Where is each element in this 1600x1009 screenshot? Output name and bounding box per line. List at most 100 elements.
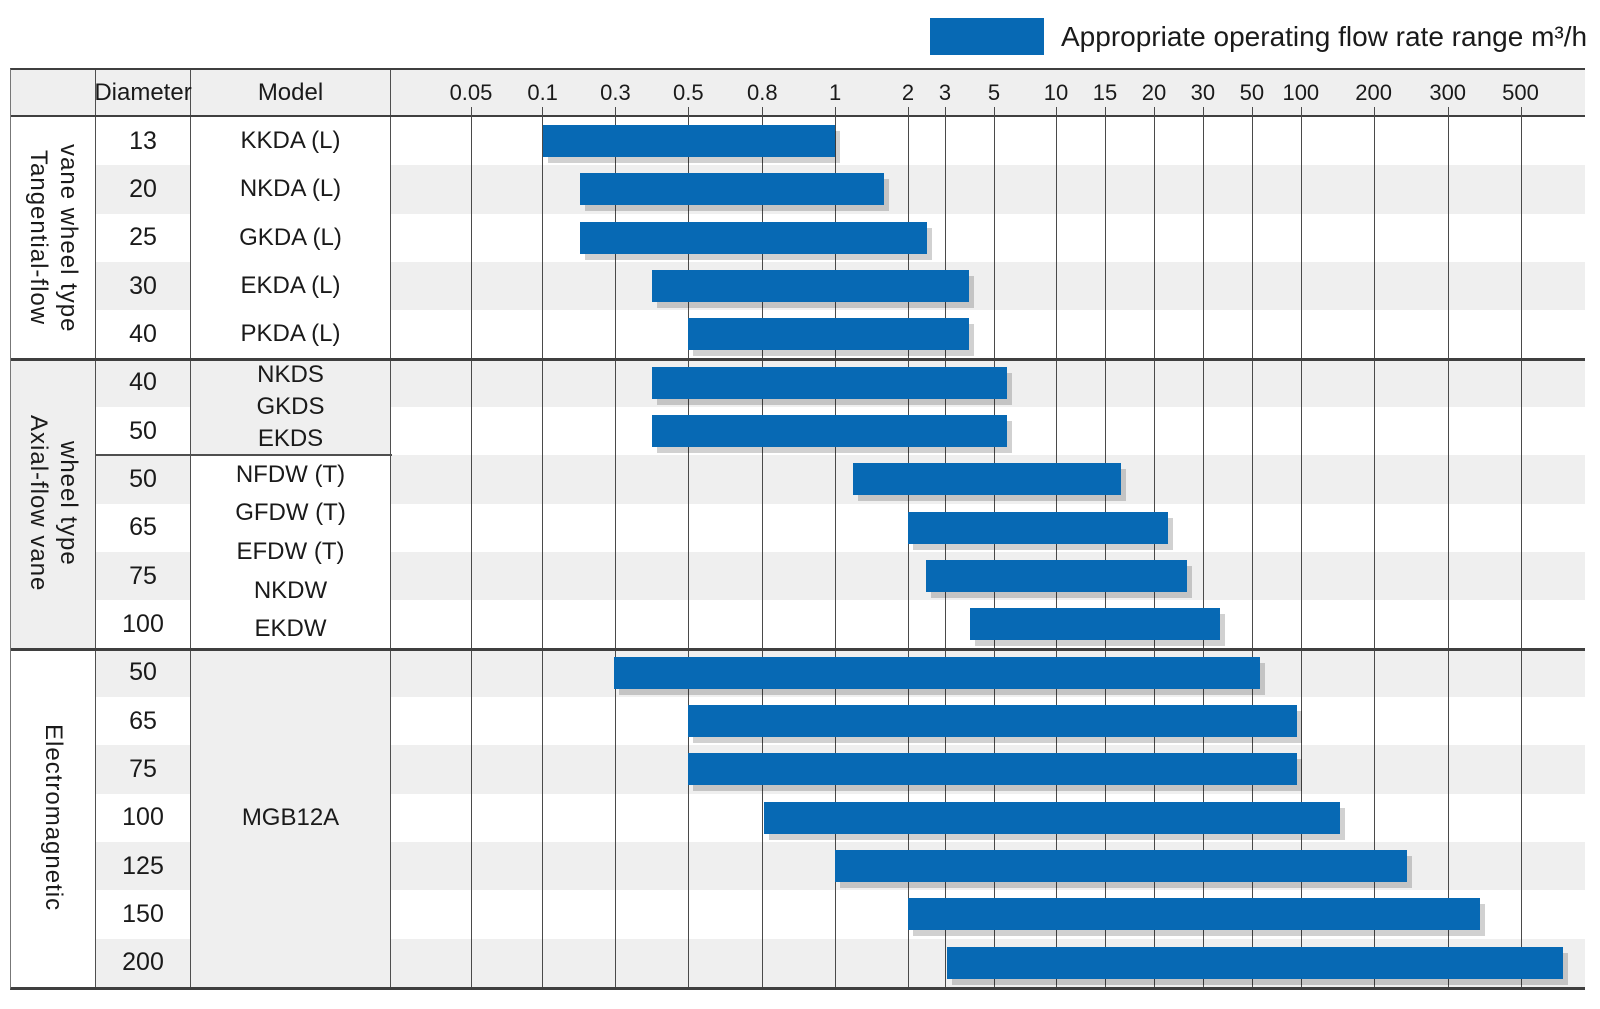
axis-tick-label: 0.3 (600, 79, 631, 105)
row-strip (391, 358, 1585, 407)
group-separator (11, 647, 1585, 651)
diameter-column: 40 50 (96, 358, 191, 456)
model-label: GFDW (T) (235, 499, 346, 527)
diameter-column: 13 20 25 30 40 (96, 117, 191, 359)
diameter-cell: 13 (129, 126, 157, 155)
group-blocks: 40 50 NKDS GKDS EKDS 50 65 75 100 NFDW (T) GFDW (T… (96, 358, 1585, 649)
group-label-cell: Tangential-flow vane wheel type (11, 117, 96, 359)
row-strip (391, 697, 1585, 745)
row-strip (391, 551, 1585, 601)
model-block: 13 20 25 30 40 KKDA (L) NKDA (L) GKDA (L) EKDA (… (96, 117, 1585, 359)
row-strip (391, 407, 1585, 455)
group-label: Tangential-flow vane wheel type (23, 144, 83, 332)
flow-range-bar (763, 801, 1341, 834)
axis-tick-label: 1 (829, 79, 842, 105)
axis-tick-label: 0.05 (449, 79, 493, 105)
plot-rows (391, 358, 1585, 456)
diameter-cell: 20 (96, 165, 190, 214)
row-strip (391, 117, 1585, 165)
group-label-line: vane wheel type (55, 143, 82, 333)
plot-rows (391, 648, 1585, 987)
diameter-cell: 150 (122, 899, 164, 928)
group-blocks: 50 65 75 100 125 150 200 MGB12A (96, 648, 1585, 987)
axis-tick-label: 0.5 (673, 79, 704, 105)
row-strip (391, 794, 1585, 842)
table-header: Diameter Model 0.05 0.1 0.3 0.5 0.8 1 2 3 5 10 15 2… (11, 70, 1585, 117)
flow-range-bar (853, 463, 1121, 496)
model-cell: NFDW (T) GFDW (T) EFDW (T) NKDW EKDW (191, 455, 391, 649)
diameter-cell: 100 (122, 803, 164, 832)
group-label: Axial-flow vane wheel type (23, 415, 83, 591)
legend-swatch (930, 18, 1044, 55)
row-strip (391, 600, 1585, 648)
group-section: Electromagnetic 50 65 75 100 125 150 200 MGB12A (11, 648, 1585, 987)
row-strip (391, 745, 1585, 794)
diameter-cell: 125 (96, 841, 190, 891)
model-block: 50 65 75 100 NFDW (T) GFDW (T) EFDW (T) NKDW EKD… (96, 454, 1585, 649)
model-label: NFDW (T) (235, 460, 346, 488)
diameter-cell: 40 (96, 358, 190, 407)
flow-range-bar (579, 173, 885, 206)
axis-tick-label: 100 (1282, 79, 1320, 105)
model-label: NKDW (253, 576, 328, 604)
row-strip (391, 648, 1585, 697)
header-model: Model (191, 70, 391, 115)
diameter-cell: 50 (96, 648, 190, 697)
axis-tick-label: 5 (987, 79, 1001, 105)
flow-range-bar (688, 753, 1298, 786)
axis-tick-label: 50 (1239, 79, 1265, 105)
header-group-cell (11, 70, 96, 115)
row-strip (391, 214, 1585, 262)
group-separator (11, 357, 1585, 361)
model-cell: MGB12A (191, 648, 391, 987)
flow-range-bar (908, 511, 1169, 544)
model-label: MGB12A (241, 803, 340, 831)
group-label: Electromagnetic (38, 724, 68, 911)
group-label-cell: Axial-flow vane wheel type (11, 358, 96, 649)
axis-tick-label: 2 (901, 79, 915, 105)
diameter-cell: 50 (129, 416, 157, 445)
axis-tick-label: 30 (1190, 79, 1216, 105)
model-label: PKDA (L) (240, 320, 341, 348)
group-label-line: Axial-flow vane (25, 415, 52, 592)
diameter-cell: 40 (129, 319, 157, 348)
flow-range-bar (925, 559, 1188, 592)
group-label-cell: Electromagnetic (11, 648, 96, 987)
diameter-cell: 100 (122, 609, 164, 638)
flow-range-bar (688, 318, 969, 351)
plot-rows (391, 117, 1585, 359)
model-label: NKDS (257, 360, 324, 388)
model-label: EFDW (T) (236, 537, 345, 565)
model-label: EKDS (257, 425, 324, 453)
model-cell: NKDS GKDS EKDS (191, 358, 391, 456)
axis-header: 0.05 0.1 0.3 0.5 0.8 1 2 3 5 10 15 20 30 50 100 200 300 5… (391, 70, 1585, 115)
row-strip (391, 504, 1585, 552)
flow-range-bar (835, 849, 1408, 882)
diameter-cell: 65 (129, 513, 157, 542)
group-section: Axial-flow vane wheel type 40 50 NKDS GKDS EKD… (11, 358, 1585, 649)
model-label: NKDA (L) (239, 175, 342, 203)
model-label: GKDS (256, 392, 325, 420)
row-strip (391, 165, 1585, 214)
axis-tick-label: 3 (938, 79, 952, 105)
model-block: 50 65 75 100 125 150 200 MGB12A (96, 648, 1585, 987)
diameter-cell: 25 (129, 223, 157, 252)
axis-tick-label: 15 (1092, 79, 1118, 105)
axis-tick-label: 0.8 (747, 79, 778, 105)
flow-range-bar (970, 608, 1220, 641)
legend-label: Appropriate operating flow rate range m³… (1061, 20, 1588, 52)
axis-tick-label: 300 (1429, 79, 1467, 105)
axis-tick-label: 500 (1502, 79, 1539, 105)
block-separator (96, 454, 392, 457)
axis-tick-label: 200 (1355, 79, 1393, 105)
legend: Appropriate operating flow rate range m³… (930, 18, 1587, 55)
diameter-column: 50 65 75 100 125 150 200 (96, 648, 191, 987)
model-label: EKDW (254, 615, 327, 643)
flow-range-bar (652, 269, 969, 302)
group-label-line: Electromagnetic (40, 724, 67, 912)
model-label: EKDA (L) (240, 272, 341, 300)
flow-range-bar (908, 898, 1480, 931)
axis-tick-label: 20 (1141, 79, 1167, 105)
diameter-cell: 200 (96, 938, 190, 987)
model-label: GKDA (L) (239, 223, 342, 251)
